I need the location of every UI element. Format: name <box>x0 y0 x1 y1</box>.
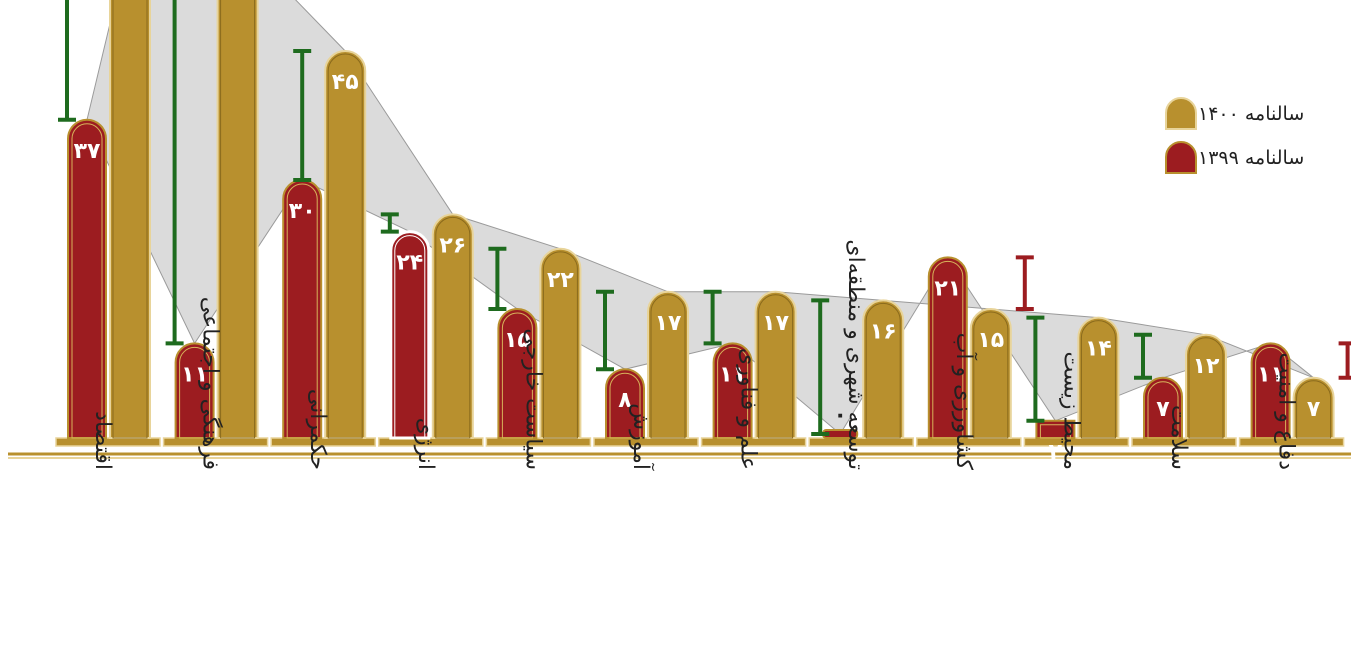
data-label-1400: ۱۴ <box>1085 337 1112 362</box>
data-label-1399: ۱۱ <box>1257 362 1284 387</box>
bar-1399-inner <box>932 260 964 439</box>
bar-1399-inner <box>609 372 641 439</box>
bar-plinth <box>1023 437 1130 447</box>
data-label-1399: ۲۱ <box>934 276 961 301</box>
bar-1400 <box>216 0 259 439</box>
data-label-1399: ۲ <box>1049 440 1063 465</box>
bar-1399-inner <box>394 235 426 439</box>
bar-1400 <box>1185 333 1227 439</box>
bar-1400 <box>539 247 582 439</box>
bar-1400 <box>1077 316 1120 439</box>
data-label-1400: ۷ <box>1307 397 1321 422</box>
category-label: توسعه شهری و منطقه‌ای <box>843 239 868 470</box>
bar-1399 <box>605 368 645 439</box>
bar-plinth <box>378 437 484 447</box>
bar-1399 <box>712 342 753 439</box>
legend-swatch-1400-icon <box>1165 97 1197 130</box>
bar-1400 <box>431 213 474 439</box>
bar-1400 <box>109 0 151 439</box>
data-label-1400: ۲۲ <box>547 268 574 293</box>
bar-plinth <box>162 437 269 447</box>
category-label: انرژی <box>413 418 438 470</box>
bar-plinth <box>55 437 161 447</box>
bar-plinth <box>1238 437 1345 447</box>
bar-1399 <box>174 342 215 439</box>
bar-plinth <box>1131 437 1237 447</box>
bar-plinth <box>270 437 376 447</box>
legend-item-1399: سالنامه ۱۳۹۹ <box>1160 140 1306 176</box>
bar-1400-inner <box>650 294 686 439</box>
legend-item-1400: سالنامه ۱۴۰۰ <box>1160 96 1306 132</box>
bar-1399 <box>67 118 107 439</box>
data-label-1400: ۲۶ <box>439 233 466 258</box>
category-label: حکمرانی <box>305 389 330 470</box>
bar-1400-inner <box>327 53 363 439</box>
data-label-1399: ۰ <box>833 403 846 428</box>
bar-1400-inner <box>1188 337 1224 439</box>
bar-1399 <box>389 230 431 440</box>
category-label: اقتصاد <box>90 411 115 470</box>
data-label-1399: ۱۵ <box>504 328 531 353</box>
category-label: محیط زیست <box>1058 352 1083 470</box>
bar-1400-inner <box>435 216 471 439</box>
data-label-1400: ۱۷ <box>655 311 682 336</box>
category-label: کشاورزی و آب <box>951 333 978 471</box>
category-label: سلامت <box>1166 405 1191 470</box>
legend-label-1400: سالنامه ۱۴۰۰ <box>1198 103 1305 125</box>
bar-plinth <box>485 437 592 447</box>
bar-plinth <box>593 437 699 447</box>
legend: سالنامه ۱۴۰۰ سالنامه ۱۳۹۹ <box>1160 96 1306 184</box>
bar-1399-inner <box>286 183 318 439</box>
comparison-band <box>86 0 1314 435</box>
bar-1400 <box>1292 376 1335 439</box>
bar-1400-inner <box>865 302 901 439</box>
data-label-1399: ۲۴ <box>396 251 423 276</box>
bar-1400 <box>862 299 905 439</box>
bar-1399-inner <box>1039 424 1071 439</box>
bar-1399-inner <box>501 312 533 439</box>
category-label: علم و فناوری <box>736 348 761 470</box>
category-label: فرهنگی و اجتماعی <box>198 297 224 470</box>
bar-1400-inner <box>1080 320 1116 439</box>
legend-label-1399: سالنامه ۱۳۹۹ <box>1198 147 1305 169</box>
category-label: دفاع و امنیت <box>1274 352 1299 470</box>
bar-1399-inner <box>179 346 211 439</box>
bar-1399-inner <box>1147 381 1179 439</box>
bar-plinth <box>916 437 1022 447</box>
bar-1400 <box>969 308 1012 439</box>
data-label-1400: ۴۵ <box>332 70 359 95</box>
data-label-1400: ۱۷ <box>762 311 789 336</box>
bar-1399 <box>927 256 968 439</box>
bar-1399 <box>497 308 538 439</box>
data-label-1399: ۳۰ <box>289 199 316 224</box>
bar-1400-inner <box>973 311 1009 439</box>
category-label: آموزش <box>628 403 655 471</box>
bar-1400 <box>647 290 689 439</box>
data-label-1399: ۱۱ <box>719 362 746 387</box>
bar-plinth <box>700 437 807 447</box>
data-label-1399: ۱۱ <box>181 362 208 387</box>
bar-1399-inner <box>717 346 749 439</box>
bar-1400 <box>324 50 367 439</box>
data-label-1399: ۸ <box>618 388 632 413</box>
bar-1399 <box>1143 376 1183 439</box>
bar-1400-inner <box>542 251 578 439</box>
bar-1399-inner <box>1255 346 1287 439</box>
bar-1400-inner <box>758 294 794 439</box>
bar-1400 <box>754 290 797 439</box>
data-label-1399: ۳۷ <box>74 139 101 164</box>
data-label-1400: ۱۲ <box>1193 354 1220 379</box>
bar-1399 <box>1250 342 1291 439</box>
data-label-1400: ۱۵ <box>977 328 1004 353</box>
category-label: سیاست خارجی <box>520 328 545 470</box>
bar-1399-inner <box>71 123 103 439</box>
legend-swatch-1399-icon <box>1165 141 1197 174</box>
data-label-1400: ۱۶ <box>870 319 897 344</box>
bar-plinth <box>808 437 914 447</box>
data-label-1399: ۷ <box>1156 397 1170 422</box>
bar-1400-inner <box>1296 380 1332 439</box>
